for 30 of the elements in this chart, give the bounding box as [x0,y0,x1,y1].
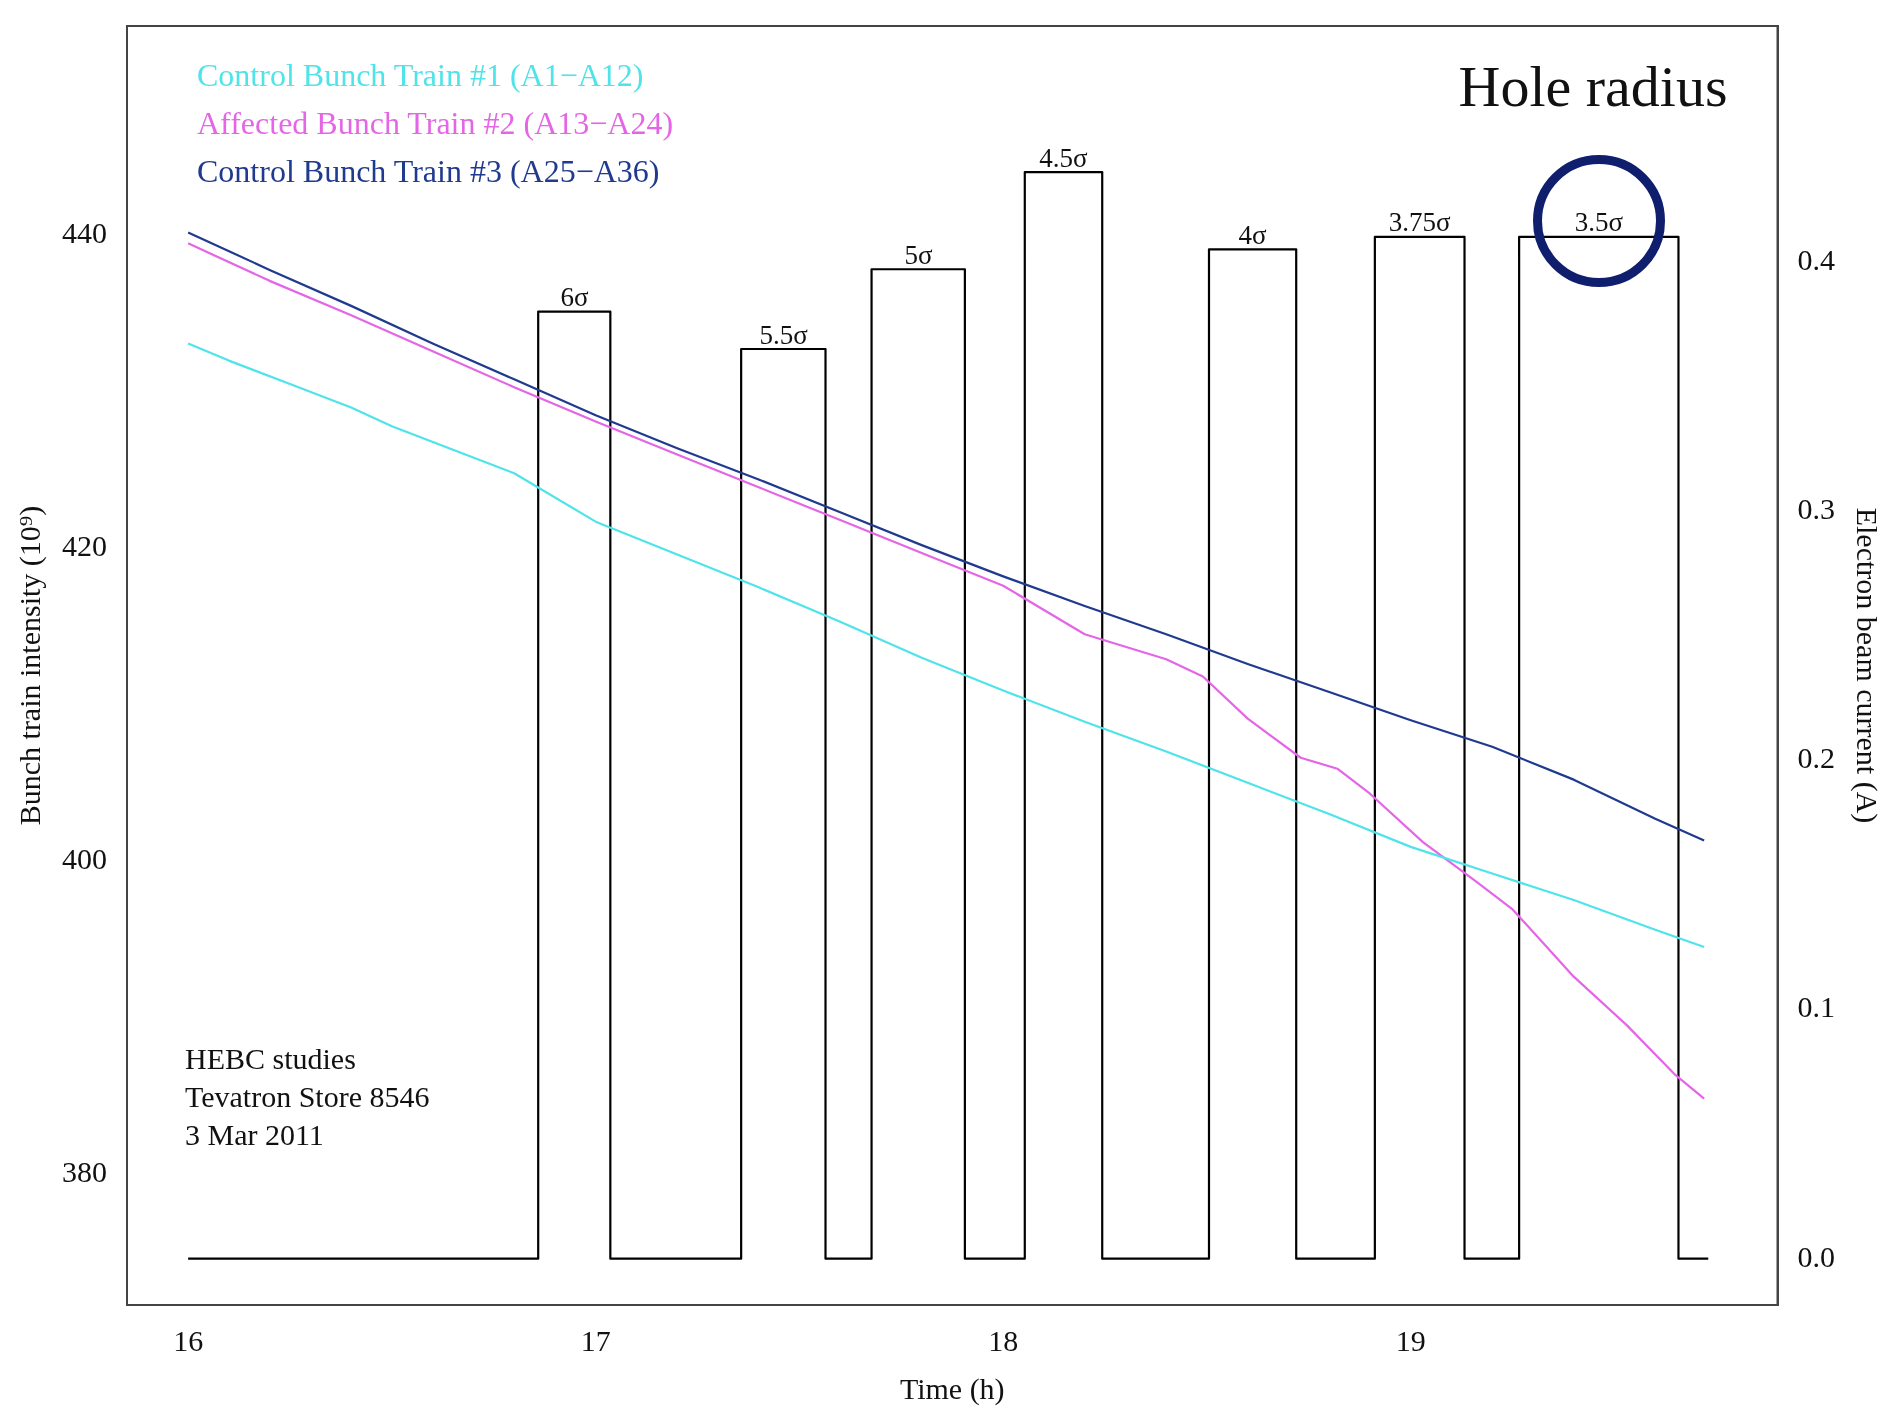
annotation: 3.75σ [1388,207,1452,238]
annotation: 5.5σ [759,319,809,350]
y-axis-title: Bunch train intensity (10⁹) [12,505,47,826]
x-tick-label: 17 [580,1323,611,1357]
annotation: HEBC studies [185,1042,356,1075]
y-tick-label: 440 [62,216,107,250]
y2-tick-label: 0.0 [1797,1239,1835,1273]
y2-axis-title: Electron beam current (A) [1850,507,1885,824]
text: Control Bunch Train #1 (A1−A12) [197,57,644,93]
y-tick-label: 400 [62,841,107,875]
x-tick-label: 18 [988,1323,1019,1357]
y2-tick-label: 0.2 [1797,741,1835,775]
annotation: 3 Mar 2011 [185,1118,324,1151]
x-tick-label: 16 [173,1323,204,1357]
y-tick-label: 420 [62,529,107,563]
y2-tick-label: 0.1 [1797,990,1835,1024]
x-axis-title: Time (h) [899,1371,1005,1406]
annotation: 4σ [1238,219,1268,250]
annotation: 4.5σ [1039,142,1089,173]
y2-tick-label: 0.4 [1797,242,1835,276]
series-label: Control Bunch Train #3 (A25−A36) [197,153,660,189]
x-tick-label: 19 [1395,1323,1426,1357]
text: Affected Bunch Train #2 (A13−A24) [197,105,674,141]
annotation: Tevatron Store 8546 [185,1080,430,1113]
y-tick-label: 380 [62,1154,107,1188]
annotation: 3.5σ [1574,207,1624,238]
annotation: 5σ [904,239,933,270]
annotation: Hole radius [1458,54,1728,119]
annotation: 6σ [560,282,589,313]
y2-tick-label: 0.3 [1797,491,1835,525]
